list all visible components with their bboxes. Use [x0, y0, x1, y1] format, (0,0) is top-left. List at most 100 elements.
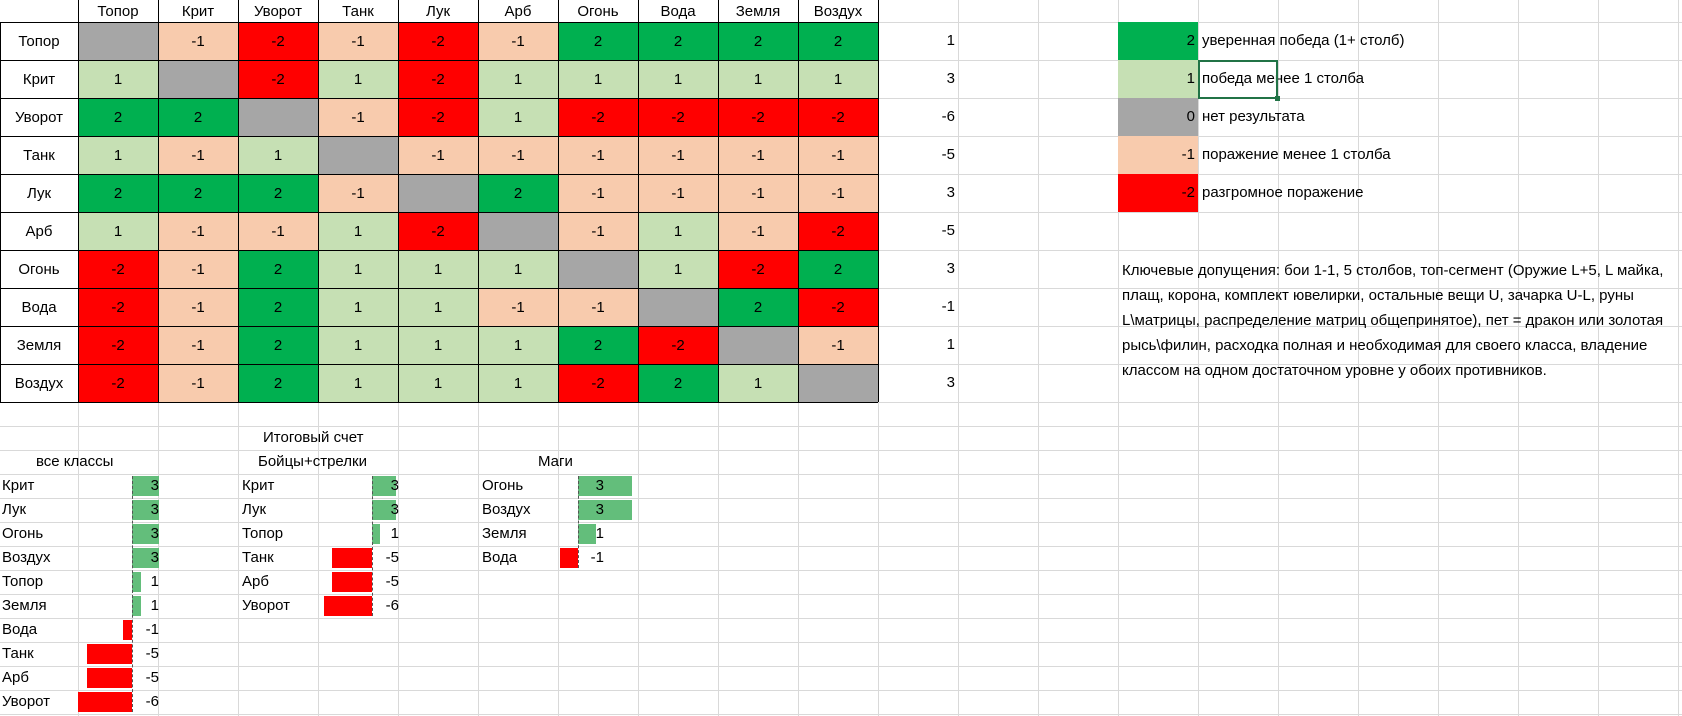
- matrix-cell[interactable]: -2: [78, 250, 158, 288]
- selected-cell[interactable]: [1198, 60, 1278, 99]
- matrix-cell[interactable]: [318, 136, 398, 174]
- matrix-cell[interactable]: 1: [238, 136, 318, 174]
- matrix-cell[interactable]: 2: [558, 22, 638, 60]
- matrix-cell[interactable]: 2: [78, 174, 158, 212]
- matrix-cell[interactable]: -1: [558, 212, 638, 250]
- matrix-cell[interactable]: 2: [238, 326, 318, 364]
- matrix-cell[interactable]: 2: [238, 364, 318, 402]
- matrix-cell[interactable]: -1: [318, 174, 398, 212]
- matrix-cell[interactable]: 1: [558, 60, 638, 98]
- matrix-cell[interactable]: -2: [718, 98, 798, 136]
- matrix-cell[interactable]: 1: [478, 326, 558, 364]
- matrix-cell[interactable]: -1: [318, 98, 398, 136]
- matrix-cell[interactable]: -1: [158, 288, 238, 326]
- matrix-cell[interactable]: [398, 174, 478, 212]
- matrix-cell[interactable]: 2: [78, 98, 158, 136]
- matrix-cell[interactable]: 2: [798, 250, 878, 288]
- matrix-cell[interactable]: 1: [398, 250, 478, 288]
- matrix-cell[interactable]: -1: [558, 288, 638, 326]
- matrix-cell[interactable]: 1: [478, 98, 558, 136]
- matrix-cell[interactable]: -2: [78, 364, 158, 402]
- matrix-cell[interactable]: 1: [398, 288, 478, 326]
- matrix-cell[interactable]: 2: [638, 364, 718, 402]
- matrix-cell[interactable]: 1: [398, 326, 478, 364]
- matrix-cell[interactable]: 1: [318, 212, 398, 250]
- matrix-cell[interactable]: -2: [238, 22, 318, 60]
- matrix-cell[interactable]: [798, 364, 878, 402]
- matrix-cell[interactable]: -1: [158, 212, 238, 250]
- matrix-cell[interactable]: 1: [478, 364, 558, 402]
- matrix-cell[interactable]: 1: [398, 364, 478, 402]
- matrix-cell[interactable]: -1: [718, 136, 798, 174]
- matrix-cell[interactable]: [78, 22, 158, 60]
- matrix-cell[interactable]: [718, 326, 798, 364]
- matrix-cell[interactable]: 2: [238, 288, 318, 326]
- matrix-cell[interactable]: -1: [638, 174, 718, 212]
- matrix-cell[interactable]: -1: [478, 22, 558, 60]
- matrix-cell[interactable]: -1: [158, 136, 238, 174]
- matrix-cell[interactable]: -1: [158, 250, 238, 288]
- matrix-cell[interactable]: -1: [638, 136, 718, 174]
- matrix-cell[interactable]: 2: [158, 174, 238, 212]
- matrix-cell[interactable]: -1: [798, 136, 878, 174]
- matrix-cell[interactable]: -2: [718, 250, 798, 288]
- matrix-cell[interactable]: -1: [798, 174, 878, 212]
- matrix-cell[interactable]: 2: [238, 174, 318, 212]
- matrix-cell[interactable]: [638, 288, 718, 326]
- matrix-cell[interactable]: -1: [238, 212, 318, 250]
- matrix-cell[interactable]: -1: [798, 326, 878, 364]
- matrix-cell[interactable]: 1: [718, 60, 798, 98]
- matrix-cell[interactable]: -2: [398, 60, 478, 98]
- matrix-cell[interactable]: 1: [638, 60, 718, 98]
- matrix-cell[interactable]: 1: [78, 212, 158, 250]
- matrix-cell[interactable]: 1: [318, 60, 398, 98]
- matrix-cell[interactable]: -1: [478, 288, 558, 326]
- matrix-cell[interactable]: 2: [558, 326, 638, 364]
- matrix-cell[interactable]: -1: [718, 174, 798, 212]
- matrix-cell[interactable]: 1: [318, 250, 398, 288]
- matrix-cell[interactable]: -1: [558, 136, 638, 174]
- matrix-cell[interactable]: [558, 250, 638, 288]
- matrix-cell[interactable]: -2: [398, 212, 478, 250]
- matrix-cell[interactable]: -2: [798, 98, 878, 136]
- matrix-cell[interactable]: -1: [318, 22, 398, 60]
- matrix-cell[interactable]: -2: [638, 98, 718, 136]
- matrix-cell[interactable]: -1: [478, 136, 558, 174]
- matrix-cell[interactable]: 1: [78, 136, 158, 174]
- matrix-cell[interactable]: 2: [478, 174, 558, 212]
- matrix-cell[interactable]: 2: [718, 22, 798, 60]
- matrix-cell[interactable]: 2: [638, 22, 718, 60]
- matrix-cell[interactable]: -2: [78, 288, 158, 326]
- matrix-cell[interactable]: -1: [398, 136, 478, 174]
- selection-handle[interactable]: [1275, 96, 1280, 101]
- matrix-cell[interactable]: [478, 212, 558, 250]
- matrix-cell[interactable]: -2: [398, 98, 478, 136]
- matrix-cell[interactable]: 2: [158, 98, 238, 136]
- matrix-cell[interactable]: -2: [398, 22, 478, 60]
- matrix-cell[interactable]: -2: [238, 60, 318, 98]
- matrix-cell[interactable]: 1: [478, 250, 558, 288]
- matrix-cell[interactable]: 1: [318, 364, 398, 402]
- matrix-cell[interactable]: -1: [158, 326, 238, 364]
- matrix-cell[interactable]: 1: [318, 288, 398, 326]
- matrix-cell[interactable]: -1: [158, 22, 238, 60]
- matrix-cell[interactable]: 1: [718, 364, 798, 402]
- matrix-cell[interactable]: -2: [558, 364, 638, 402]
- matrix-cell[interactable]: 1: [78, 60, 158, 98]
- matrix-cell[interactable]: -1: [558, 174, 638, 212]
- matrix-cell[interactable]: 1: [798, 60, 878, 98]
- matrix-cell[interactable]: 1: [318, 326, 398, 364]
- matrix-cell[interactable]: -2: [798, 288, 878, 326]
- matrix-cell[interactable]: -2: [78, 326, 158, 364]
- matrix-cell[interactable]: -1: [718, 212, 798, 250]
- matrix-cell[interactable]: [158, 60, 238, 98]
- matrix-cell[interactable]: 1: [478, 60, 558, 98]
- matrix-cell[interactable]: -2: [558, 98, 638, 136]
- matrix-cell[interactable]: 2: [798, 22, 878, 60]
- matrix-cell[interactable]: -2: [638, 326, 718, 364]
- matrix-cell[interactable]: 1: [638, 212, 718, 250]
- matrix-cell[interactable]: 1: [638, 250, 718, 288]
- matrix-cell[interactable]: -1: [158, 364, 238, 402]
- matrix-cell[interactable]: 2: [718, 288, 798, 326]
